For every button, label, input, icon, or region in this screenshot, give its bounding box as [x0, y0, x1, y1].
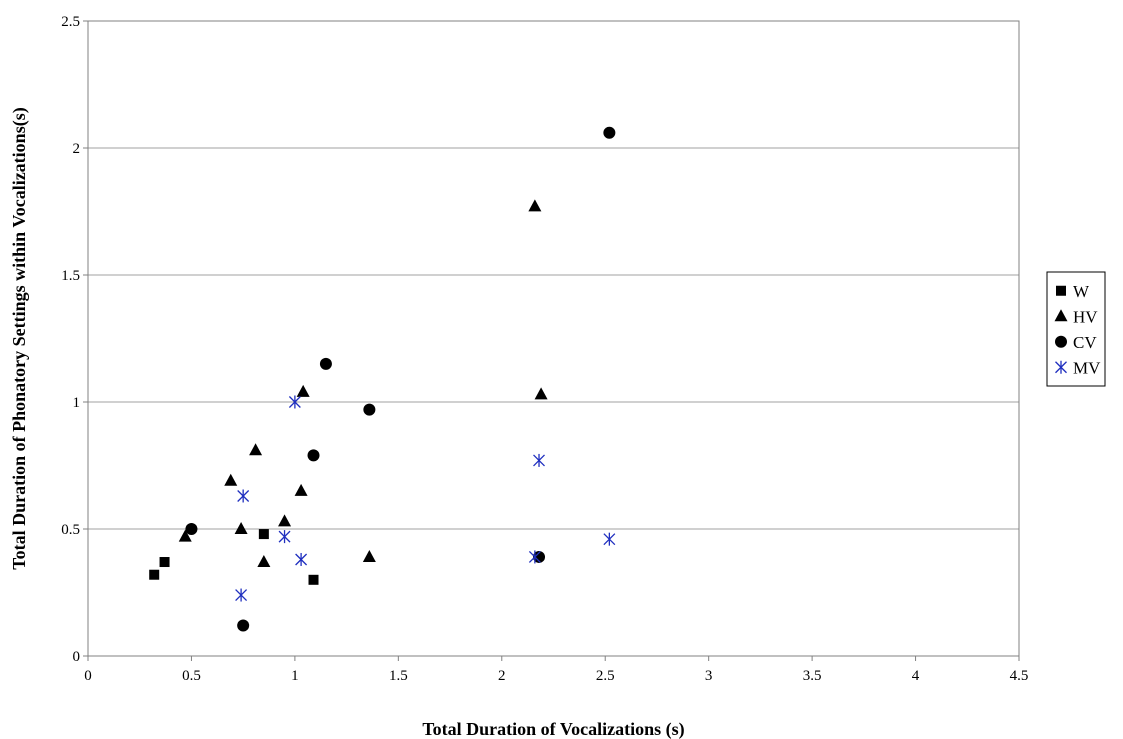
point-mv: [237, 489, 250, 503]
point-cv: [319, 357, 332, 370]
point-w: [159, 557, 170, 568]
point-w: [149, 569, 160, 580]
data-points: [149, 126, 616, 632]
x-tick-label: 1: [291, 668, 299, 684]
point-hv: [234, 522, 248, 534]
point-hv: [296, 384, 310, 397]
x-axis: 0 0.5 1 1.5 2 2.5 3 3.5 4 4.5: [84, 656, 1028, 684]
x-tick-label: 2: [498, 668, 506, 684]
point-hv: [257, 555, 271, 568]
point-hv: [224, 473, 238, 486]
y-tick-label: 0.5: [61, 522, 80, 538]
point-cv: [185, 523, 198, 535]
x-tick-label: 1.5: [389, 668, 408, 684]
y-axis-title: Total Duration of Phonatory Settings wit…: [9, 107, 30, 569]
x-tick-label: 0: [84, 668, 92, 684]
legend-label-hv: HV: [1073, 307, 1098, 326]
point-hv: [249, 443, 263, 456]
y-tick-label: 2: [73, 141, 81, 157]
point-mv: [295, 552, 308, 566]
point-mv: [533, 453, 545, 467]
legend-label-cv: CV: [1073, 333, 1097, 352]
point-hv: [362, 549, 376, 562]
y-tick-label: 1.5: [61, 268, 80, 284]
legend-marker-cv: [1055, 335, 1067, 348]
legend-marker-w: [1056, 285, 1066, 296]
point-mv: [528, 550, 541, 564]
point-hv: [278, 514, 292, 527]
point-cv: [533, 550, 546, 563]
x-axis-title: Total Duration of Vocalizations (s): [422, 719, 684, 739]
x-tick-label: 2.5: [596, 668, 615, 684]
x-tick-label: 0.5: [182, 668, 201, 684]
point-mv: [278, 530, 291, 544]
legend-marker-mv: [1055, 360, 1067, 374]
point-cv: [363, 403, 376, 416]
point-hv: [528, 199, 542, 212]
point-cv: [603, 126, 616, 139]
legend-marker-hv: [1054, 309, 1068, 322]
point-hv: [534, 387, 548, 400]
point-hv: [294, 483, 308, 496]
point-cv: [237, 619, 250, 632]
point-mv: [603, 532, 616, 546]
horizontal-gridlines: [88, 147, 1019, 530]
x-tick-label: 4: [912, 668, 920, 684]
y-axis: 0 0.5 1 1.5 2 2.5: [61, 14, 88, 665]
x-tick-label: 3.5: [803, 668, 822, 684]
y-tick-label: 0: [73, 649, 81, 665]
plot-area: [87, 20, 1020, 657]
point-hv: [178, 529, 192, 542]
legend: W HV CV MV: [1046, 271, 1106, 387]
legend-label-w: W: [1073, 282, 1090, 301]
point-mv: [288, 395, 301, 409]
point-w: [258, 529, 269, 540]
legend-label-mv: MV: [1073, 358, 1101, 377]
y-tick-label: 1: [73, 395, 81, 411]
point-w: [308, 574, 319, 585]
point-cv: [307, 449, 320, 462]
y-tick-label: 2.5: [61, 14, 80, 30]
x-tick-label: 4.5: [1010, 668, 1029, 684]
x-tick-label: 3: [705, 668, 713, 684]
point-mv: [235, 588, 248, 602]
